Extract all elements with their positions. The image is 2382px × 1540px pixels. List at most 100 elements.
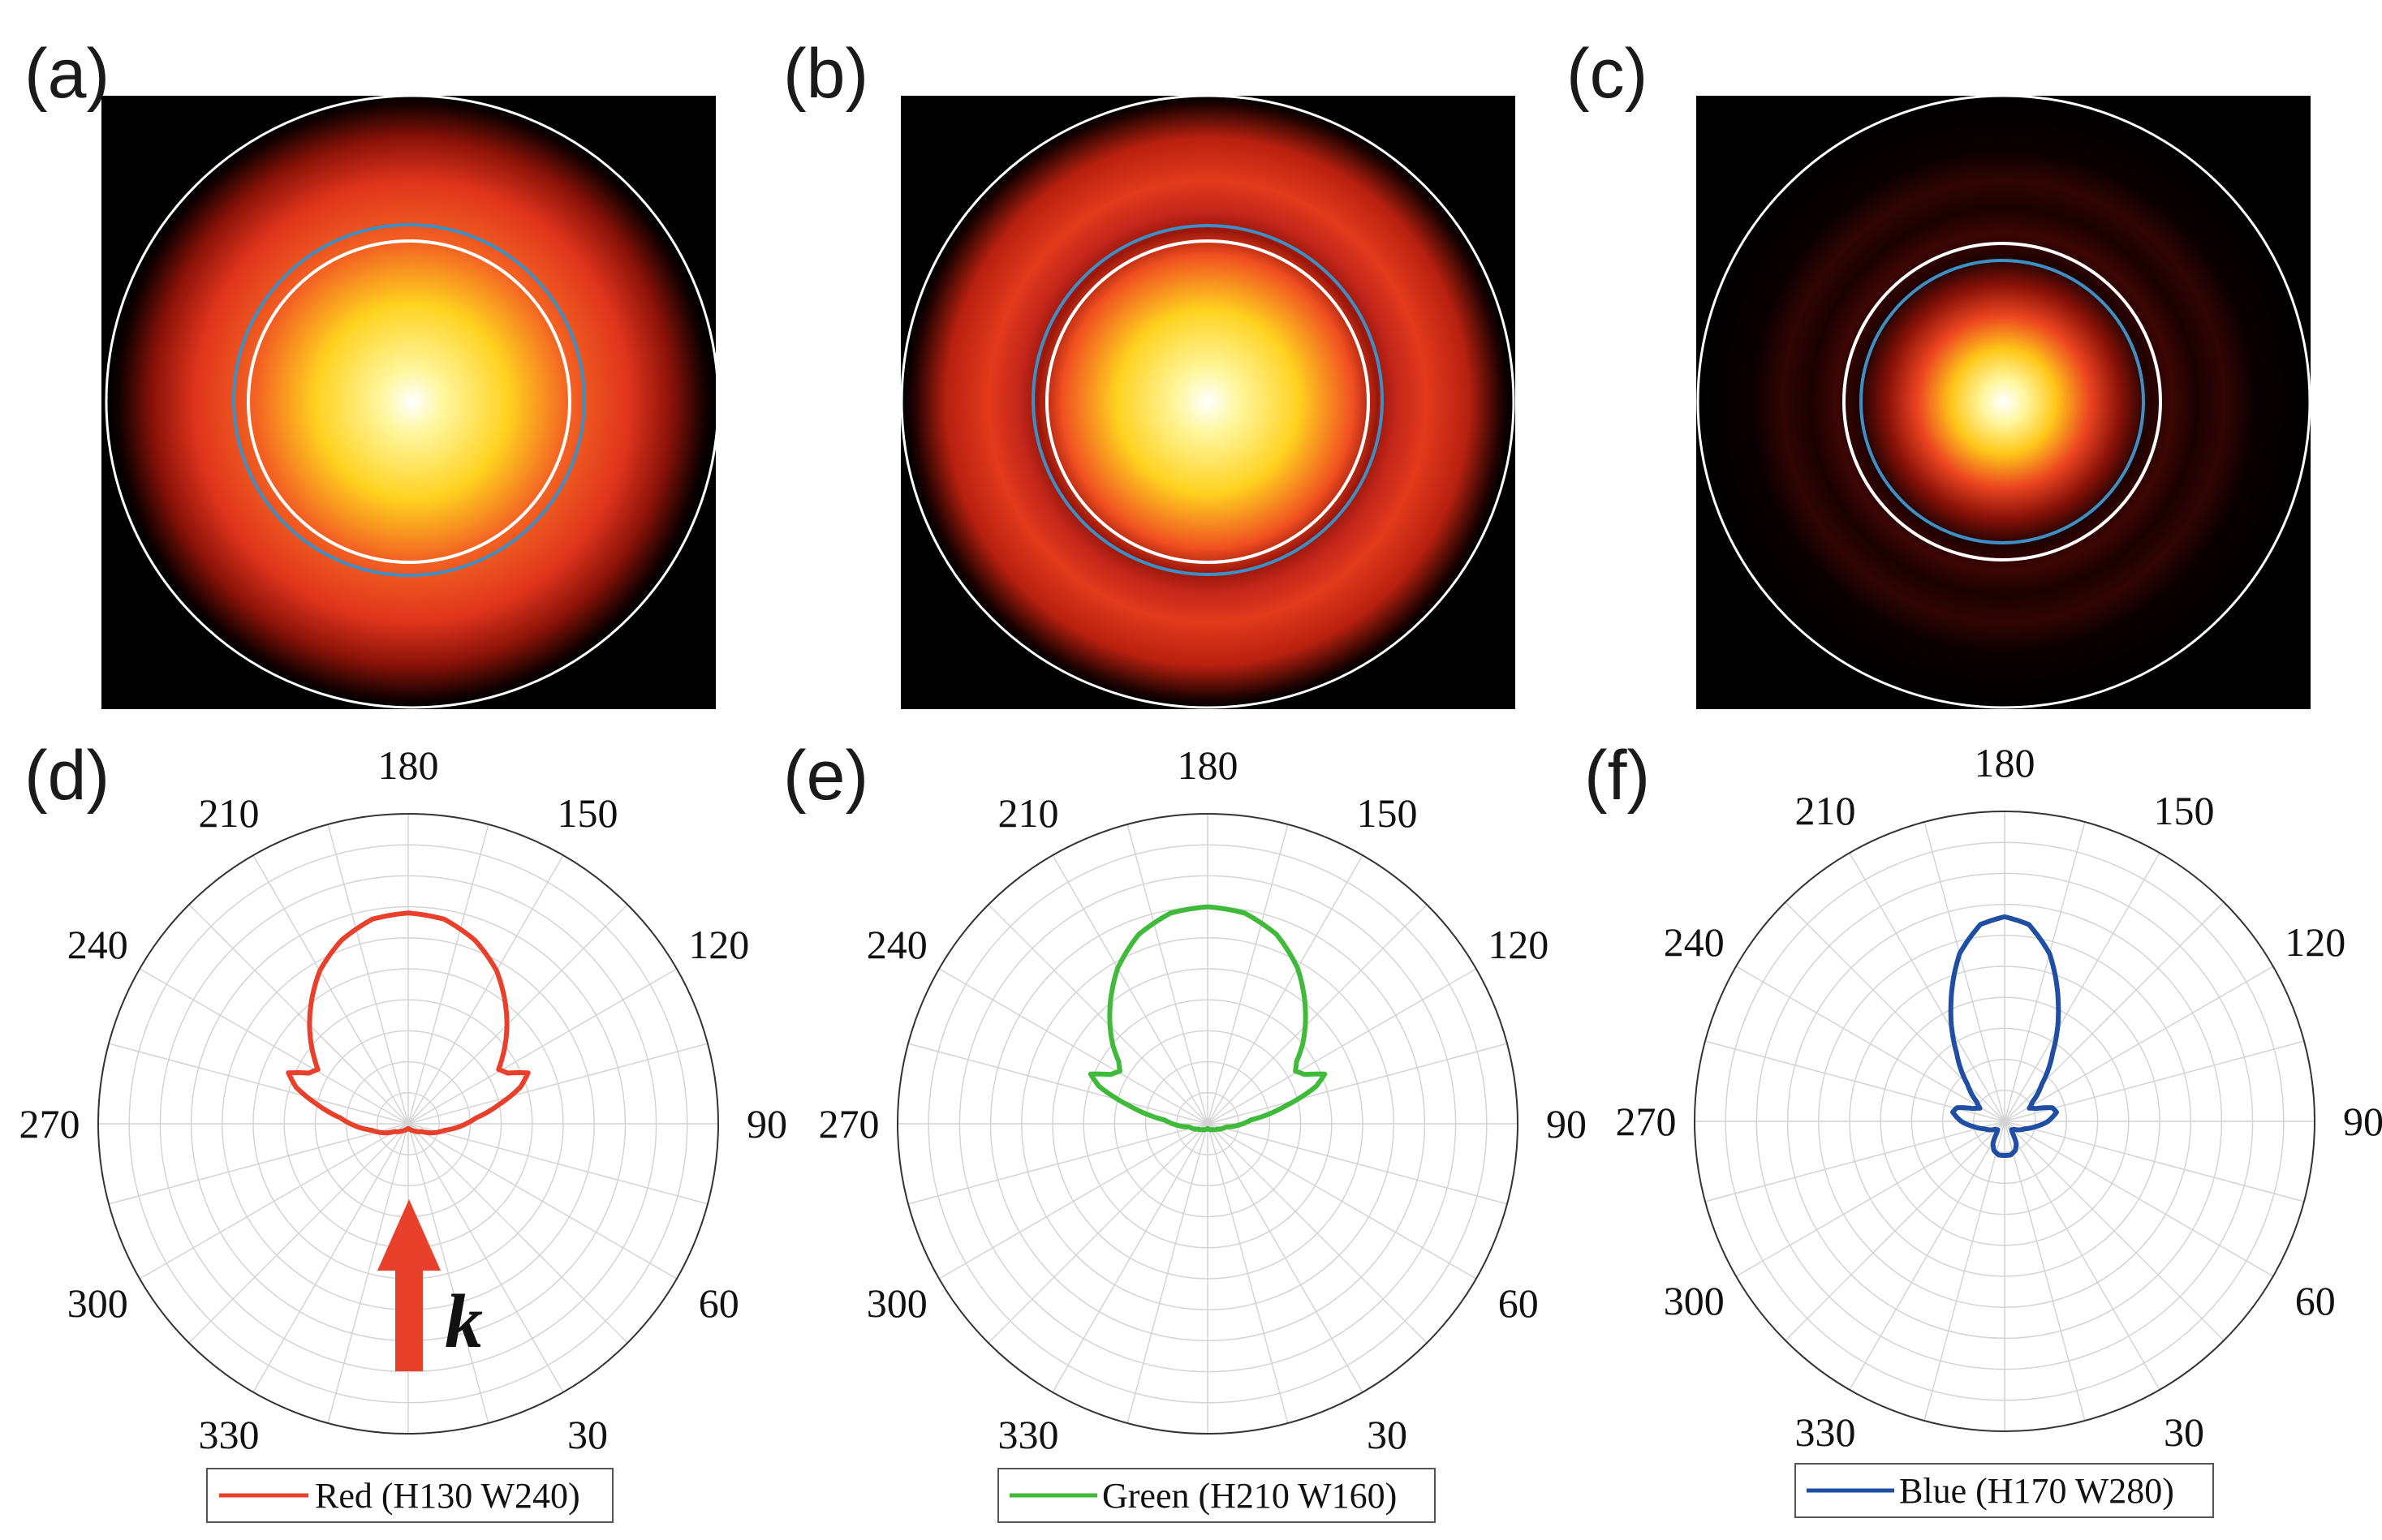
angular-gridline [407,1043,709,1125]
series-line [1948,914,2061,1158]
angular-gridline [139,1123,409,1280]
angular-gridline [1126,824,1208,1125]
angular-gridline [407,854,564,1125]
angle-tick-label: 90 [1546,1101,1587,1146]
angular-gridline [327,824,409,1125]
angular-gridline [1207,1123,1363,1393]
blue-circle [1032,224,1384,576]
angular-gridline [1923,1121,2005,1422]
angular-gridline [1207,1123,1289,1424]
angular-gridline [1849,852,2005,1122]
angular-gridline [407,1123,489,1424]
angular-gridline [1207,904,1428,1125]
angular-gridline [407,824,489,1125]
angle-tick-label: 150 [558,790,618,836]
outer-boundary-circle [105,94,720,709]
series-line [286,910,531,1136]
angle-tick-label: 180 [1178,742,1238,788]
angular-gridline [2004,1121,2225,1341]
wavevector-label: k [445,1280,483,1364]
angle-tick-label: 120 [1488,922,1549,967]
angular-gridline [108,1123,409,1205]
angular-gridline [1207,1123,1508,1205]
angular-gridline [1207,824,1289,1125]
polar-chart-e: (e) 0306090120150180210240270300330 Gree… [783,737,1587,1523]
angle-tick-label: 270 [819,1101,880,1146]
angular-gridline [1849,1121,2005,1391]
angle-tick-label: 120 [2285,919,2345,965]
angular-gridline [2004,1121,2305,1202]
angle-tick-label: 90 [2343,1099,2382,1144]
angle-tick-label: 330 [998,1412,1059,1457]
angular-gridline [327,1123,409,1424]
angle-tick-label: 210 [1795,788,1856,833]
angle-tick-label: 210 [998,790,1059,836]
angular-gridline [2004,1121,2086,1422]
outer-boundary-circle [900,94,1515,709]
angular-gridline [1052,1123,1208,1393]
angular-gridline [252,1123,409,1393]
angle-tick-label: 270 [19,1101,80,1146]
angle-tick-label: 240 [1664,919,1725,965]
angular-gridline [2004,966,2274,1122]
polar-outer-circle [897,813,1518,1435]
angular-gridline [907,1043,1208,1125]
inner-white-circle [247,239,571,564]
legend-entry: Blue (H170 W280) [1899,1471,2174,1511]
angular-gridline [938,968,1208,1125]
angle-tick-label: 300 [1664,1278,1725,1323]
angular-gridline [1704,1121,2005,1202]
panel-b: (b) [783,35,1515,709]
angular-gridline [1735,966,2005,1122]
angular-gridline [407,904,628,1125]
polar-outer-circle [97,813,719,1435]
angular-gridline [2004,821,2086,1122]
polar-chart-d: (d) 0306090120150180210240270300330 k Re… [19,737,787,1523]
panel-a: (a) [24,35,720,709]
angle-tick-label: 120 [688,922,749,967]
legend-f: Blue (H170 W280) [1794,1463,2214,1518]
angular-gridline [988,1123,1208,1344]
angle-tick-label: 330 [1795,1409,1856,1455]
angular-gridline [108,1043,409,1125]
polar-outer-circle [1694,811,2315,1432]
angle-tick-label: 180 [1975,740,2035,785]
angle-tick-label: 30 [567,1412,608,1457]
inner-white-circle [1045,239,1370,564]
legend-entry: Green (H210 W160) [1102,1476,1397,1516]
angular-gridline [1052,854,1208,1125]
angular-gridline [407,968,678,1125]
angular-gridline [1207,854,1363,1125]
panel-label-a: (a) [24,35,110,113]
legend-e: Green (H210 W160) [997,1468,1436,1523]
angle-tick-label: 180 [378,742,439,788]
angle-tick-label: 150 [1357,790,1418,836]
panel-c: (c) [1566,35,2311,709]
panel-label-b: (b) [783,35,868,113]
angular-gridline [988,904,1208,1125]
angular-gridline [938,1123,1208,1280]
panel-label-c: (c) [1566,35,1648,113]
polar-chart-f: (f) 0306090120150180210240270300330 Blue… [1584,737,2382,1518]
angular-gridline [1785,1121,2005,1341]
angle-tick-label: 330 [199,1412,260,1457]
angle-tick-label: 270 [1616,1099,1677,1144]
angular-gridline [1207,1123,1477,1280]
angular-gridline [1207,1043,1508,1125]
angle-tick-label: 150 [2154,788,2215,833]
angular-gridline [2004,1121,2160,1391]
angular-gridline [1735,1121,2005,1277]
angular-gridline [188,904,409,1125]
angle-tick-label: 240 [867,922,928,967]
angular-gridline [407,1123,628,1344]
legend-d: Red (H130 W240) [206,1468,614,1523]
angular-gridline [407,1123,709,1205]
field-map-intensity [1697,95,2311,708]
angle-tick-label: 240 [67,922,128,967]
outer-boundary-circle [1696,94,2311,709]
angular-gridline [2004,852,2160,1122]
angle-tick-label: 300 [867,1280,928,1326]
angular-gridline [1207,1123,1428,1344]
panel-label-d: (d) [24,737,110,815]
